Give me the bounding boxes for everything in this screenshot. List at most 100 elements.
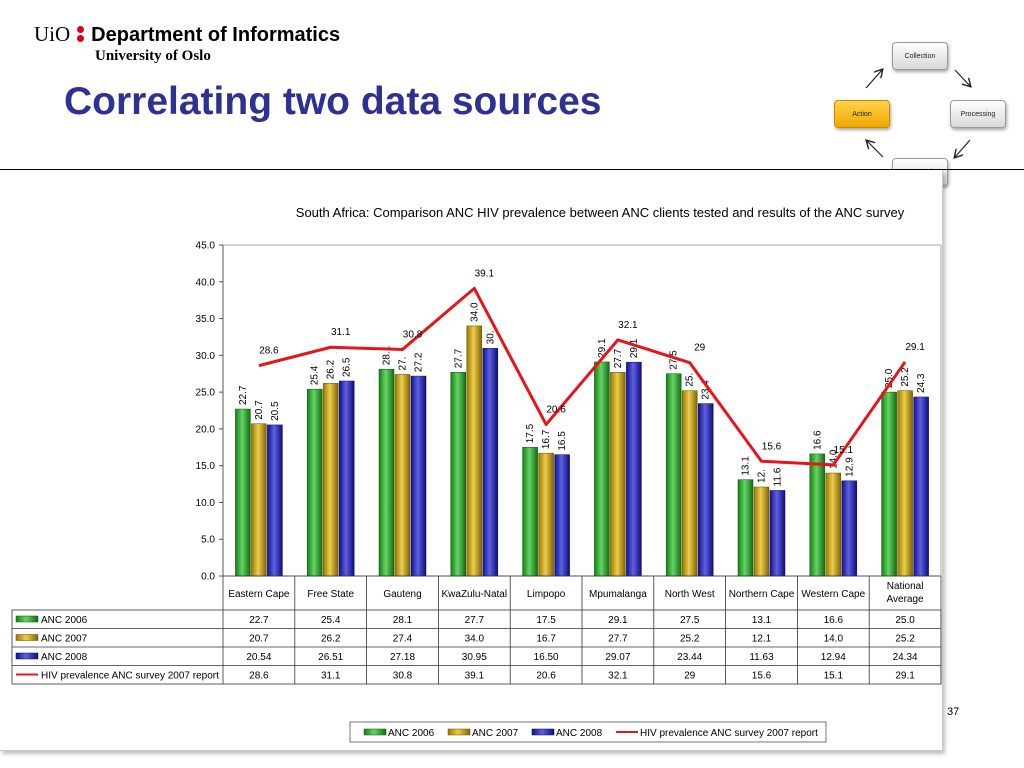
table-cell: 20.7 xyxy=(249,634,269,645)
x-category-label: Eastern Cape xyxy=(228,589,290,600)
table-cell: 14.0 xyxy=(824,634,844,645)
legend-swatch xyxy=(531,728,555,736)
page-number: 37 xyxy=(947,706,960,718)
bar-anc-2006 xyxy=(306,388,323,577)
table-cell: 28.6 xyxy=(249,671,269,682)
table-cell: 13.1 xyxy=(752,615,772,626)
bar-anc-2006 xyxy=(665,373,682,577)
bar-data-label: 14.0 xyxy=(828,449,839,469)
table-cell: 23.44 xyxy=(677,652,702,663)
bar-anc-2008 xyxy=(554,454,570,577)
arrow-presentation-to-action xyxy=(867,141,884,158)
bar-anc-2007 xyxy=(322,383,339,577)
bar-data-label: 25.4 xyxy=(310,365,321,385)
bar-data-label: 28.1 xyxy=(382,345,393,365)
table-cell: 25.0 xyxy=(895,615,915,626)
line-point-label: 29 xyxy=(694,343,706,354)
x-category-label: Western Cape xyxy=(801,589,865,600)
line-point-label: 30.8 xyxy=(403,329,423,340)
table-cell: 27.7 xyxy=(465,615,485,626)
cycle-step-collection: Collection xyxy=(892,42,948,70)
bar-data-label: 27.2 xyxy=(414,352,425,372)
table-cell: 25.2 xyxy=(680,634,700,645)
bar-data-label: 27.7 xyxy=(453,348,464,368)
line-series-hiv-survey xyxy=(258,286,907,467)
uio-logo: UiO Department of Informatics University … xyxy=(34,22,340,65)
bar-data-label: 24.3 xyxy=(916,373,927,393)
logo-colon-icon xyxy=(77,23,85,43)
table-cell: 12.94 xyxy=(821,652,846,663)
bar-data-label: 25. xyxy=(685,373,696,387)
table-legend-swatch xyxy=(15,615,39,623)
x-category-label: Northern Cape xyxy=(729,589,795,600)
bar-data-label: 27. xyxy=(398,357,409,371)
x-category-label: Gauteng xyxy=(383,589,421,600)
line-point-label: 20.6 xyxy=(546,404,566,415)
table-legend-swatch xyxy=(15,634,39,641)
bar-data-label: 12.9 xyxy=(844,457,855,477)
table-cell: 30.95 xyxy=(462,652,487,663)
table-cell: 32.1 xyxy=(608,671,628,682)
bar-anc-2008 xyxy=(841,480,858,577)
line-point-label: 15.6 xyxy=(762,441,782,452)
y-tick-label: 20.0 xyxy=(196,424,216,435)
bar-data-label: 16.6 xyxy=(812,430,823,450)
arrow-processing-to-presentation xyxy=(955,139,971,157)
x-category-label: National xyxy=(887,581,924,592)
x-category-label: Limpopo xyxy=(527,589,566,600)
table-cell: 16.7 xyxy=(536,634,556,645)
bar-anc-2008 xyxy=(410,375,427,577)
bar-data-label: 20.5 xyxy=(270,401,281,421)
table-cell: 15.1 xyxy=(824,671,844,682)
table-cell: 20.54 xyxy=(246,652,271,663)
legend-label: HIV prevalence ANC survey 2007 report xyxy=(640,728,818,739)
x-category-label: KwaZulu-Natal xyxy=(442,589,508,600)
bar-data-label: 34.0 xyxy=(469,302,480,322)
bar-anc-2008 xyxy=(769,490,786,577)
y-tick-label: 45.0 xyxy=(196,241,216,252)
x-category-label: North West xyxy=(665,589,715,600)
cycle-step-action: Action xyxy=(834,100,890,128)
logo-uio-text: UiO xyxy=(34,22,71,46)
y-tick-label: 10.0 xyxy=(196,498,216,509)
bar-anc-2006 xyxy=(881,391,897,577)
table-cell: 27.4 xyxy=(393,634,413,645)
bar-data-label: 25.2 xyxy=(900,367,911,387)
table-cell: 25.2 xyxy=(895,634,915,645)
cycle-step-processing: Processing xyxy=(950,100,1006,128)
bar-anc-2007 xyxy=(897,390,913,577)
table-row-label: ANC 2006 xyxy=(41,615,88,626)
table-cell: 27.5 xyxy=(680,615,700,626)
table-cell: 27.7 xyxy=(608,634,628,645)
chart-legend xyxy=(349,721,827,743)
bar-anc-2006 xyxy=(235,408,251,577)
y-tick-label: 25.0 xyxy=(196,388,216,399)
bar-anc-2007 xyxy=(394,374,411,577)
table-row-label: HIV prevalence ANC survey 2007 report xyxy=(41,671,219,682)
table-cell: 34.0 xyxy=(465,634,485,645)
legend-label: ANC 2007 xyxy=(472,728,519,739)
legend-label: ANC 2008 xyxy=(556,728,603,739)
bar-data-label: 26.2 xyxy=(326,359,337,379)
bar-data-label: 17.5 xyxy=(525,423,536,443)
bar-data-label: 25.0 xyxy=(884,368,895,388)
table-cell: 16.50 xyxy=(534,652,559,663)
table-row-label: ANC 2007 xyxy=(41,634,88,645)
bar-anc-2008 xyxy=(697,403,714,577)
bar-data-label: 27.5 xyxy=(669,350,680,370)
bar-anc-2008 xyxy=(267,424,283,577)
legend-swatch xyxy=(447,728,471,736)
bar-anc-2006 xyxy=(378,369,395,577)
y-tick-label: 0.0 xyxy=(201,572,215,583)
table-cell: 39.1 xyxy=(465,671,485,682)
slide-title: Correlating two data sources xyxy=(64,80,602,123)
bar-data-label: 12. xyxy=(757,469,768,483)
table-cell: 29.1 xyxy=(895,671,915,682)
header-divider xyxy=(0,169,1024,170)
bar-data-label: 16.7 xyxy=(541,429,552,449)
line-point-label: 28.6 xyxy=(259,346,279,357)
line-point-label: 15.1 xyxy=(834,445,854,456)
table-cell: 26.2 xyxy=(321,634,341,645)
table-cell: 11.63 xyxy=(749,652,774,663)
table-cell: 28.1 xyxy=(393,615,413,626)
